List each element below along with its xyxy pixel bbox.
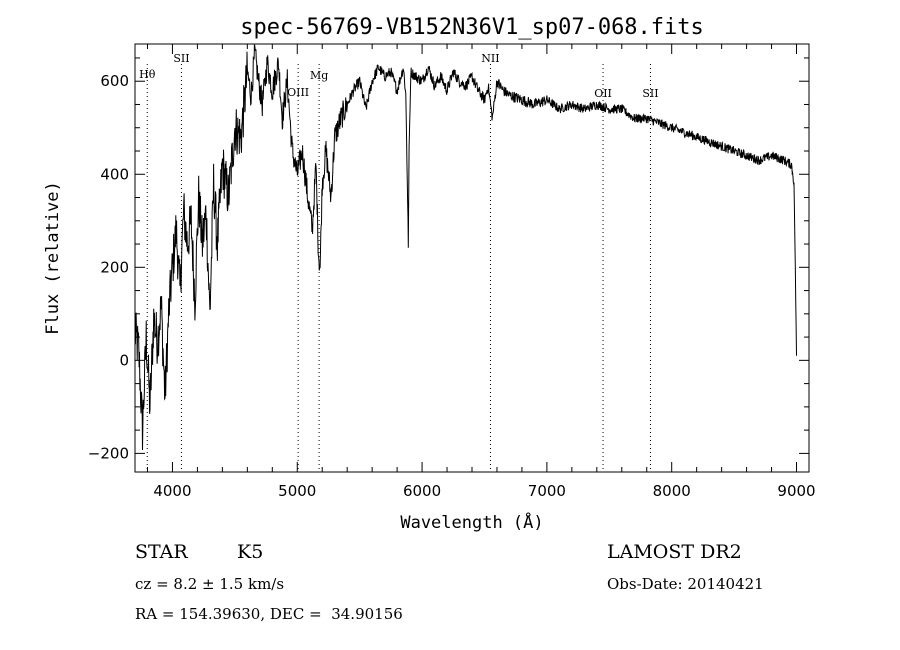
- y-tick-label: 0: [119, 351, 129, 369]
- obs-date: Obs-Date: 20140421: [607, 575, 764, 593]
- line-marker-label: NII: [481, 52, 499, 65]
- y-tick-label: 200: [100, 258, 129, 276]
- spectrum-chart: spec-56769-VB152N36V1_sp07-068.fits Hθ SI…: [43, 15, 816, 533]
- line-marker-label: OIII: [287, 86, 309, 99]
- y-tick-labels: −200 0 200 400 600: [88, 72, 129, 462]
- x-tick-label: 5000: [278, 482, 316, 500]
- spectrum-line: [134, 43, 797, 451]
- chart-title: spec-56769-VB152N36V1_sp07-068.fits: [240, 15, 704, 40]
- x-tick-label: 7000: [528, 482, 566, 500]
- line-marker-label: Hθ: [139, 68, 156, 81]
- y-tick-label: −200: [88, 444, 129, 462]
- y-axis-label: Flux (relative): [43, 181, 63, 335]
- x-tick-label: 8000: [653, 482, 691, 500]
- line-marker-label: Mg: [310, 69, 328, 82]
- plot-frame: [134, 43, 810, 473]
- line-marker-label: SII: [642, 87, 658, 100]
- object-subclass: K5: [237, 541, 264, 563]
- axis-ticks: [135, 44, 809, 472]
- y-tick-label: 400: [100, 165, 129, 183]
- x-tick-labels: 4000 5000 6000 7000 8000 9000: [153, 482, 815, 500]
- y-tick-label: 600: [100, 72, 129, 90]
- line-marker-label: OII: [594, 87, 612, 100]
- x-tick-label: 4000: [153, 482, 191, 500]
- redshift-cz: cz = 8.2 ± 1.5 km/s: [135, 575, 285, 593]
- ra-dec: RA = 154.39630, DEC = 34.90156: [135, 605, 403, 623]
- survey-name: LAMOST DR2: [607, 541, 742, 563]
- line-marker-label: SII: [173, 52, 189, 65]
- x-tick-label: 9000: [777, 482, 815, 500]
- x-tick-label: 6000: [403, 482, 441, 500]
- object-class: STAR: [135, 541, 188, 563]
- x-axis-label: Wavelength (Å): [400, 511, 543, 533]
